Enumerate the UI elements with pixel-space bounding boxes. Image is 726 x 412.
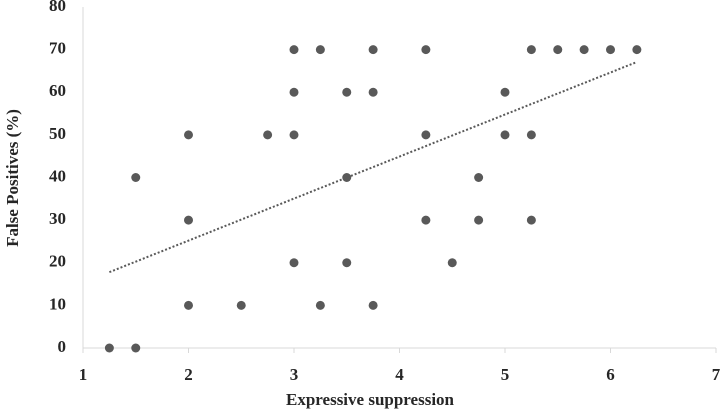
x-tick-label: 2 — [184, 365, 193, 384]
x-tick-label: 6 — [606, 365, 615, 384]
point — [104, 343, 114, 353]
y-tick-label: 10 — [49, 294, 66, 313]
x-axis-label: Expressive suppression — [286, 390, 455, 409]
point — [421, 215, 431, 225]
trendline — [109, 61, 638, 274]
point — [342, 173, 352, 182]
point — [289, 130, 299, 140]
point — [526, 130, 536, 140]
y-tick-label: 50 — [49, 124, 66, 143]
point — [579, 45, 589, 55]
y-tick-label: 20 — [49, 252, 66, 271]
point — [131, 343, 141, 353]
point — [184, 300, 193, 310]
point — [474, 173, 484, 182]
point — [368, 300, 378, 310]
point — [553, 45, 563, 55]
x-tick-label: 4 — [395, 365, 404, 384]
point — [289, 258, 299, 268]
point — [526, 215, 536, 225]
point — [421, 45, 431, 55]
point — [184, 130, 193, 140]
point — [289, 87, 299, 97]
point — [632, 45, 642, 55]
x-tick-label: 5 — [501, 365, 510, 384]
point — [131, 173, 141, 182]
y-tick-label: 30 — [49, 209, 66, 228]
point — [526, 45, 536, 55]
y-tick-label: 80 — [49, 0, 66, 15]
y-tick-label: 70 — [49, 39, 66, 58]
y-tick-label: 0 — [58, 337, 67, 356]
point — [368, 87, 378, 97]
point — [500, 87, 510, 97]
point — [342, 87, 352, 97]
point — [315, 300, 325, 310]
point — [421, 130, 431, 140]
point — [606, 45, 615, 55]
point — [236, 300, 246, 310]
x-tick-label: 1 — [79, 365, 88, 384]
point — [263, 130, 273, 140]
point — [500, 130, 510, 140]
x-tick-label: 7 — [712, 365, 721, 384]
point — [289, 45, 299, 55]
point — [447, 258, 457, 268]
point — [368, 45, 378, 55]
point — [474, 215, 484, 225]
point — [315, 45, 325, 55]
y-tick-label: 40 — [49, 166, 66, 185]
x-tick-label: 3 — [290, 365, 299, 384]
point — [342, 258, 352, 268]
y-tick-label: 60 — [49, 81, 66, 100]
y-axis-label: False Positives (%) — [3, 109, 22, 247]
point — [184, 215, 193, 225]
